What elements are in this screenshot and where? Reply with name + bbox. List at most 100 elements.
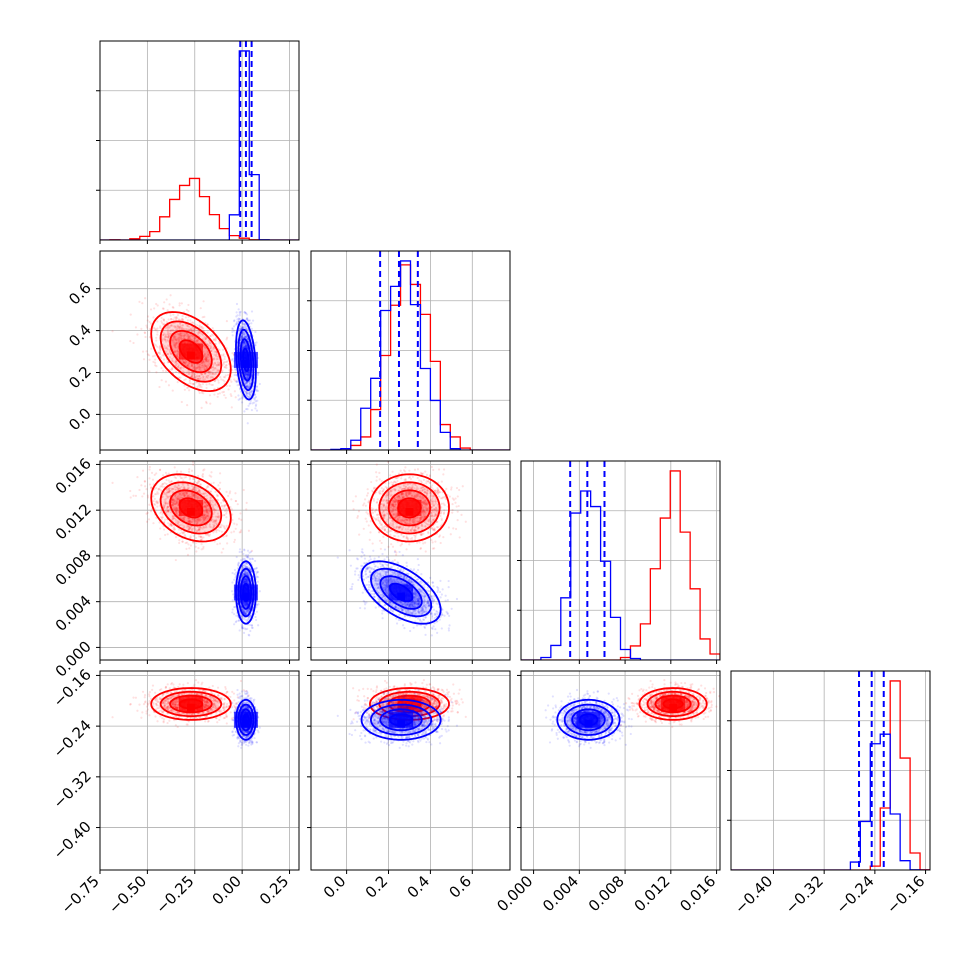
sample-point <box>149 322 153 325</box>
sample-point <box>208 342 211 345</box>
sample-point <box>242 346 245 349</box>
sample-point <box>237 394 240 397</box>
sample-point <box>214 354 218 357</box>
sample-point <box>175 354 179 357</box>
sample-point <box>190 371 193 374</box>
sample-point <box>188 362 191 366</box>
sample-point <box>246 385 249 388</box>
sample-point <box>247 529 251 532</box>
sample-point <box>250 409 254 412</box>
sample-point <box>210 345 213 349</box>
density-cell <box>178 499 187 508</box>
sample-point <box>213 393 216 396</box>
sample-point <box>173 316 176 319</box>
sample-point <box>170 367 174 370</box>
sample-point <box>201 333 204 336</box>
sample-point <box>196 363 199 366</box>
sample-point <box>168 356 172 359</box>
sample-point <box>187 328 190 331</box>
sample-point <box>171 305 174 309</box>
sample-point <box>185 361 188 364</box>
sample-point <box>215 358 218 361</box>
sample-point <box>186 328 189 331</box>
sample-point <box>223 365 226 369</box>
sample-point <box>154 344 157 347</box>
sample-point <box>132 494 135 497</box>
sample-point <box>174 318 178 321</box>
sample-point <box>183 362 187 365</box>
sample-point <box>142 492 146 495</box>
sample-point <box>245 385 249 388</box>
sample-point <box>160 366 163 370</box>
sample-point <box>148 468 151 471</box>
sample-point <box>171 360 175 363</box>
sample-point <box>148 465 151 469</box>
sample-point <box>175 325 178 328</box>
sample-point <box>144 485 147 488</box>
sample-point <box>201 383 204 386</box>
sample-point <box>181 323 184 327</box>
sample-point <box>246 422 249 425</box>
sample-point <box>235 322 239 325</box>
sample-point <box>207 358 210 362</box>
sample-point <box>216 355 220 358</box>
sample-point <box>243 345 246 348</box>
sample-point <box>192 372 195 375</box>
sample-point <box>196 378 199 381</box>
sample-point <box>251 402 254 405</box>
sample-point <box>207 339 211 342</box>
sample-point <box>152 316 155 319</box>
sample-point <box>188 547 191 550</box>
sample-point <box>175 338 178 341</box>
sample-point <box>198 368 201 371</box>
sample-point <box>198 363 202 366</box>
sample-point <box>148 503 151 506</box>
sample-point <box>178 339 181 342</box>
sample-point <box>163 338 166 341</box>
sample-point <box>146 315 150 318</box>
sample-point <box>172 318 175 321</box>
sample-point <box>154 361 157 364</box>
sample-point <box>173 350 176 353</box>
sample-point <box>194 368 197 371</box>
density-cell <box>194 351 203 360</box>
sample-point <box>257 371 260 374</box>
sample-point <box>174 337 177 341</box>
sample-point <box>168 326 171 329</box>
sample-point <box>169 350 172 353</box>
sample-point <box>199 377 202 381</box>
sample-point <box>159 357 163 360</box>
sample-point <box>248 382 252 386</box>
sample-point <box>158 344 162 348</box>
sample-point <box>145 350 148 353</box>
sample-point <box>207 371 210 374</box>
sample-point <box>233 623 236 626</box>
sample-point <box>204 372 207 375</box>
sample-point <box>231 357 234 361</box>
sample-point <box>162 474 165 477</box>
sample-point <box>211 369 214 372</box>
sample-point <box>188 325 191 328</box>
sample-point <box>202 366 205 369</box>
sample-point <box>191 364 194 367</box>
sample-point <box>193 337 196 340</box>
sample-point <box>201 327 204 330</box>
sample-point <box>218 349 221 352</box>
sample-point <box>238 397 242 400</box>
sample-point <box>187 335 190 338</box>
sample-point <box>246 328 249 331</box>
sample-point <box>241 334 244 337</box>
sample-point <box>218 542 222 545</box>
sample-point <box>170 359 174 362</box>
sample-point <box>216 357 219 361</box>
sample-point <box>246 373 249 376</box>
sample-point <box>182 361 185 364</box>
sample-point <box>211 383 214 387</box>
sample-point <box>164 370 168 373</box>
sample-point <box>129 313 132 316</box>
sample-point <box>243 333 246 336</box>
sample-point <box>167 339 170 342</box>
sample-point <box>213 368 216 371</box>
sample-point <box>177 365 180 368</box>
sample-point <box>225 384 228 387</box>
